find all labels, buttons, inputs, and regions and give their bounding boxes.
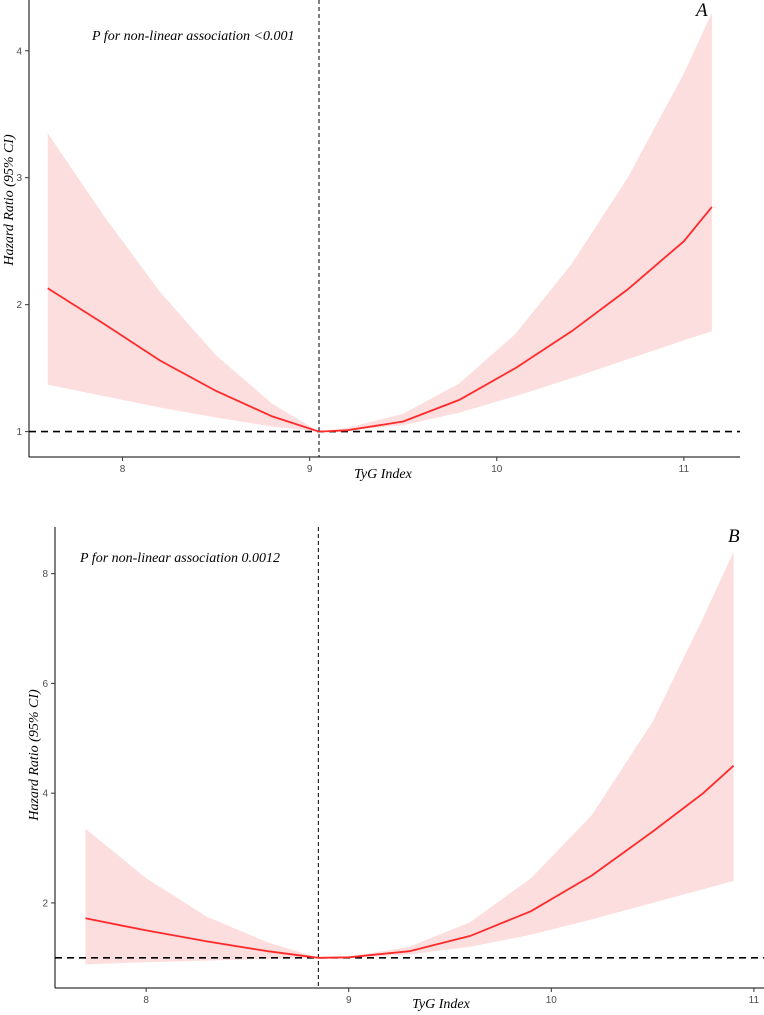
ci-band [85,551,734,965]
y-ticks: 1 2 3 4 [16,46,29,438]
panel-b: 2 4 6 8 8 9 10 11 TyG Index Hazard Ratio (95% … [27,526,764,1012]
ci-band [47,12,712,432]
y-tick-label: 3 [16,173,22,184]
hazard-ratio-line [85,765,735,959]
y-axis-title: Hazard Ratio (95% CI) [2,134,17,267]
y-tick-label: 2 [42,898,48,909]
x-tick-label: 10 [491,464,503,475]
x-tick-label: 9 [307,464,313,475]
panel-letter: B [728,526,740,547]
x-tick-label: 10 [546,995,558,1006]
x-tick-label: 8 [120,464,126,475]
y-tick-label: 8 [42,569,48,580]
p-value-annotation: P for non-linear association 0.0012 [79,551,280,566]
x-tick-label: 11 [679,464,690,475]
y-tick-label: 2 [16,300,22,311]
y-tick-label: 6 [42,679,48,690]
x-ticks: 8 9 10 11 [143,988,759,1006]
y-axis-title: Hazard Ratio (95% CI) [27,689,42,822]
x-axis-title: TyG Index [354,467,412,482]
y-tick-label: 1 [16,427,22,438]
panel-letter: A [694,0,708,21]
y-tick-label: 4 [16,46,22,57]
panel-a: 1 2 3 4 8 9 10 11 TyG Index Hazard Ratio (95% … [2,0,740,482]
x-tick-label: 8 [143,995,149,1006]
x-ticks: 8 9 10 11 [120,457,690,475]
hazard-ratio-line [47,206,713,433]
x-tick-label: 11 [749,995,760,1006]
p-value-annotation: P for non-linear association <0.001 [91,29,294,44]
x-tick-label: 9 [346,995,352,1006]
y-tick-label: 4 [42,789,48,800]
x-axis-title: TyG Index [412,997,470,1012]
y-ticks: 2 4 6 8 [42,569,55,909]
